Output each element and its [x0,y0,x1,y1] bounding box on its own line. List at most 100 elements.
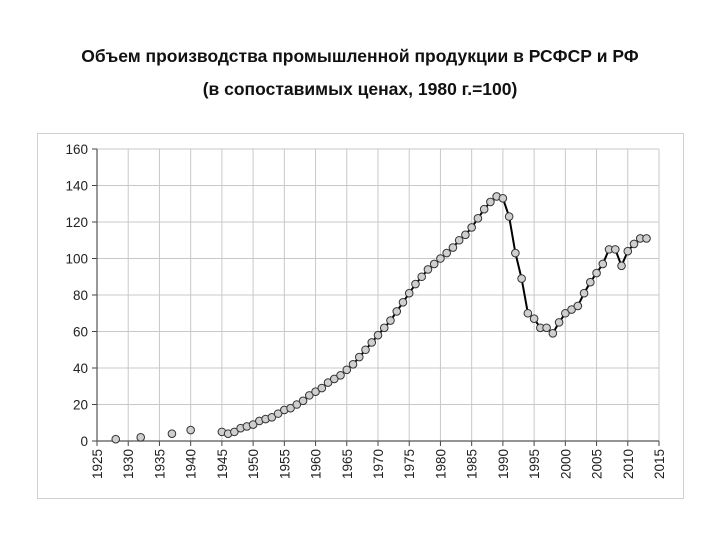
data-point [561,308,570,318]
data-point [348,360,358,369]
data-point [610,245,620,254]
isolated-data-point [111,434,121,444]
data-point [386,316,395,325]
data-point [642,234,651,243]
x-tick-label: 2010 [621,449,636,479]
data-point [248,420,258,429]
data-point [367,338,377,347]
data-point [486,197,495,207]
data-point [467,223,476,232]
x-tick-label: 1995 [527,449,542,479]
data-point [398,298,408,307]
y-tick-label: 100 [65,252,88,267]
data-point [504,212,514,221]
data-point [361,345,370,355]
data-point [273,409,283,418]
data-point [311,387,320,397]
data-point [592,268,601,278]
x-tick-label: 1970 [371,449,386,479]
x-tick-label: 1965 [340,449,355,479]
x-tick-label: 1975 [402,449,417,479]
data-point [417,272,427,282]
data-point [448,243,458,252]
x-tick-label: 1935 [152,449,167,479]
x-tick-label: 1940 [184,449,199,479]
x-tick-label: 1985 [465,449,480,479]
data-point [454,235,464,245]
data-point [529,314,539,324]
chart-title-line-1: Объем производства промышленной продукци… [81,46,639,66]
data-point [523,308,533,318]
x-tick-label: 2005 [590,449,605,479]
y-tick-label: 140 [65,179,88,194]
data-point [373,330,383,340]
data-point [317,383,327,393]
data-point [542,323,551,333]
series-line [221,195,647,435]
x-tick-label: 2000 [558,449,573,479]
x-tick-label: 1930 [121,449,136,479]
x-tick-label: 1925 [90,449,105,479]
data-point [286,403,295,413]
data-point [267,412,277,422]
y-tick-label: 160 [65,142,88,157]
data-point [498,193,508,203]
series [221,195,647,435]
data-point [567,305,576,314]
data-point [623,246,633,256]
data-point [579,288,589,298]
data-point [336,371,345,380]
data-point [305,391,314,400]
data-point [392,307,402,316]
data-point [548,329,558,338]
x-tick-label: 2015 [652,449,667,479]
data-point [411,279,420,289]
axes [92,148,660,446]
data-point [554,318,564,327]
data-point [598,259,608,269]
y-tick-label: 60 [73,325,88,340]
y-tick-label: 0 [80,434,88,449]
x-tick-label: 1980 [433,449,448,479]
data-point [617,261,626,271]
data-point [298,396,308,406]
chart-frame [37,133,684,499]
data-point [436,254,445,263]
data-point [323,378,333,387]
grid [96,148,660,442]
x-tick-label: 1960 [309,449,324,479]
chart-title-line-2: (в сопоставимых ценах, 1980 г.=100) [202,79,518,99]
data-point [573,301,583,311]
data-point [586,277,595,287]
y-axis-ticks: 0 20 40 60 80 100 120 140 160 [65,142,88,449]
data-point [354,352,364,362]
x-axis-ticks: 1925 1930 1935 1940 1945 1950 1955 1960 1965 1970… [90,449,667,479]
data-point [442,248,451,258]
y-tick-label: 120 [65,215,88,230]
x-tick-label: 1955 [277,449,292,479]
data-point [379,323,389,333]
x-tick-label: 1990 [496,449,511,479]
isolated-data-point [136,433,146,442]
isolated-data-point [167,429,177,439]
data-point [404,288,414,298]
data-points [111,192,651,444]
data-point [423,265,433,274]
data-point [511,248,520,258]
data-point [329,374,339,384]
data-point [629,239,639,249]
data-point [429,259,439,269]
y-tick-label: 20 [73,398,88,413]
x-tick-label: 1945 [215,449,230,479]
data-point [479,204,489,214]
y-tick-label: 80 [73,288,88,303]
data-point [292,400,302,409]
x-tick-label: 1950 [246,449,261,479]
data-point [517,274,526,283]
data-point [473,214,483,223]
data-point [342,365,352,375]
isolated-data-point [186,425,195,435]
data-point [230,427,239,437]
y-tick-label: 40 [73,361,88,376]
